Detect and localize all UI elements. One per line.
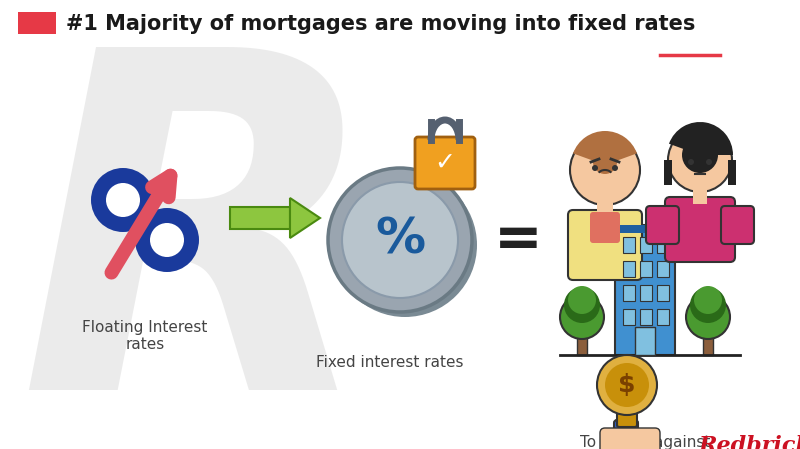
Text: Floating Interest
rates: Floating Interest rates xyxy=(82,320,208,352)
Text: To hedge against
rising interest rates: To hedge against rising interest rates xyxy=(570,435,720,449)
Bar xyxy=(577,327,587,355)
FancyBboxPatch shape xyxy=(415,137,475,189)
Text: R: R xyxy=(18,32,382,449)
Bar xyxy=(623,309,635,325)
Bar xyxy=(615,225,675,233)
Bar xyxy=(703,327,713,355)
Circle shape xyxy=(106,183,140,217)
Circle shape xyxy=(592,165,598,171)
Bar xyxy=(693,190,707,204)
FancyBboxPatch shape xyxy=(721,206,754,244)
Circle shape xyxy=(91,168,155,232)
Circle shape xyxy=(328,168,472,312)
Bar xyxy=(657,309,669,325)
Text: Fixed interest rates: Fixed interest rates xyxy=(316,355,464,370)
Circle shape xyxy=(333,173,477,317)
Circle shape xyxy=(690,287,726,323)
Circle shape xyxy=(593,150,617,174)
Bar xyxy=(635,327,655,355)
Bar xyxy=(664,160,672,185)
Bar xyxy=(623,261,635,277)
Bar xyxy=(615,225,675,355)
Polygon shape xyxy=(290,198,320,238)
Wedge shape xyxy=(573,131,637,165)
Text: #1 Majority of mortgages are moving into fixed rates: #1 Majority of mortgages are moving into… xyxy=(66,14,695,34)
FancyBboxPatch shape xyxy=(646,206,679,244)
Bar xyxy=(657,285,669,301)
Bar xyxy=(597,203,613,218)
FancyBboxPatch shape xyxy=(665,197,735,262)
Circle shape xyxy=(568,286,596,314)
FancyBboxPatch shape xyxy=(590,212,620,243)
Bar xyxy=(728,160,736,185)
Bar xyxy=(640,237,652,253)
Bar xyxy=(230,207,290,229)
Circle shape xyxy=(597,355,657,415)
Text: Redbrick: Redbrick xyxy=(698,435,800,449)
Bar xyxy=(640,309,652,325)
FancyBboxPatch shape xyxy=(600,428,660,449)
Circle shape xyxy=(668,128,732,192)
Circle shape xyxy=(694,286,722,314)
Circle shape xyxy=(688,159,694,165)
Circle shape xyxy=(135,208,199,272)
Bar xyxy=(18,12,56,34)
Text: $: $ xyxy=(618,373,636,397)
Circle shape xyxy=(706,159,712,165)
Circle shape xyxy=(612,165,618,171)
Bar xyxy=(623,237,635,253)
FancyBboxPatch shape xyxy=(617,403,637,427)
Bar xyxy=(657,261,669,277)
Circle shape xyxy=(342,182,458,298)
Text: %: % xyxy=(375,216,425,264)
Circle shape xyxy=(682,137,718,173)
Circle shape xyxy=(570,135,640,205)
Bar xyxy=(623,285,635,301)
Circle shape xyxy=(564,287,600,323)
Bar xyxy=(640,285,652,301)
Circle shape xyxy=(686,295,730,339)
FancyBboxPatch shape xyxy=(568,210,642,280)
Text: ✓: ✓ xyxy=(434,151,455,175)
Circle shape xyxy=(560,295,604,339)
Bar xyxy=(640,261,652,277)
Circle shape xyxy=(605,363,649,407)
Circle shape xyxy=(150,223,184,257)
FancyBboxPatch shape xyxy=(614,420,638,449)
Bar xyxy=(657,237,669,253)
Wedge shape xyxy=(669,122,733,155)
Text: =: = xyxy=(494,211,542,269)
